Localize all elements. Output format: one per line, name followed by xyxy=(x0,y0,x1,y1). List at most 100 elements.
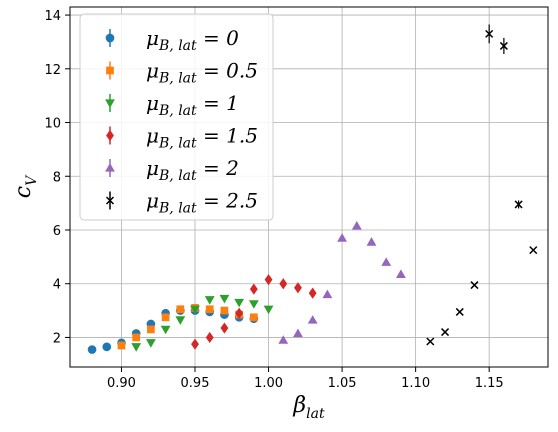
legend-label-sub: B, lat xyxy=(158,38,197,54)
x-axis-title-base: β xyxy=(292,393,306,418)
data-point xyxy=(337,233,347,242)
y-tick-label: 2 xyxy=(53,331,61,346)
error-bars xyxy=(488,24,520,209)
legend-label-value: = 1 xyxy=(197,91,239,115)
x-tick-label: 1.05 xyxy=(328,376,357,391)
x-axis-title-sub: lat xyxy=(306,406,325,422)
legend-marker xyxy=(106,66,114,75)
plot-frame xyxy=(69,6,549,368)
legend-label-base: μ xyxy=(146,156,159,180)
legend-label-value: = 2 xyxy=(197,156,239,180)
data-point xyxy=(191,338,199,350)
data-point xyxy=(396,269,406,278)
data-point xyxy=(204,296,215,305)
data-point xyxy=(117,341,126,350)
x-axis-title: βlat xyxy=(292,393,325,422)
data-point xyxy=(308,287,317,299)
data-point xyxy=(294,282,302,294)
y-ticks: 2 4 6 8 10 12 14 xyxy=(44,9,70,346)
data-point xyxy=(160,325,171,335)
series-3 xyxy=(191,274,317,350)
legend-marker xyxy=(105,99,115,108)
y-tick-label: 4 xyxy=(53,278,61,293)
x-tick-label: 1.15 xyxy=(475,376,504,391)
y-axis-title: cV xyxy=(11,174,40,198)
legend-label-value: = 1.5 xyxy=(197,124,258,148)
legend-label-sub: B, lat xyxy=(158,201,197,217)
legend-label-base: μ xyxy=(146,124,159,148)
legend-label-sub: B, lat xyxy=(158,71,197,87)
y-tick-label: 10 xyxy=(44,117,61,132)
legend-label-sub: B, lat xyxy=(158,136,197,152)
legend-label: μB, lat = 2.5 xyxy=(146,189,258,217)
data-point xyxy=(307,315,318,324)
data-point xyxy=(147,325,155,334)
x-tick-label: 0.90 xyxy=(107,376,136,391)
legend-marker xyxy=(106,129,114,142)
legend-label-base: μ xyxy=(146,189,159,213)
y-axis-title-base: c xyxy=(11,186,36,198)
y-tick-label: 8 xyxy=(53,170,61,185)
x-tick-label: 1.00 xyxy=(254,376,283,391)
series-2 xyxy=(131,294,274,352)
legend: μB, lat = 0μB, lat = 0.5μB, lat = 1μB, l… xyxy=(79,13,274,221)
x-tick-label: 1.10 xyxy=(401,376,430,391)
data-points xyxy=(87,24,538,354)
data-point xyxy=(131,343,142,352)
legend-label-base: μ xyxy=(146,59,159,83)
data-point xyxy=(219,294,230,304)
data-point xyxy=(234,298,245,308)
legend-label-sub: B, lat xyxy=(158,103,197,119)
data-point xyxy=(190,305,200,315)
data-point xyxy=(351,221,362,230)
legend-label-value: = 0 xyxy=(197,26,239,50)
legend-label-base: μ xyxy=(146,91,159,115)
data-point xyxy=(470,281,479,290)
legend-label: μB, lat = 2 xyxy=(146,156,239,184)
data-point xyxy=(102,342,112,352)
y-tick-label: 14 xyxy=(44,9,61,24)
legend-label-base: μ xyxy=(146,26,159,50)
legend-label: μB, lat = 1.5 xyxy=(146,124,258,152)
data-point xyxy=(264,274,273,286)
data-point xyxy=(87,345,97,354)
data-point xyxy=(235,307,244,319)
legend-label-value: = 0.5 xyxy=(197,59,258,83)
legend-label-sub: B, lat xyxy=(158,168,197,184)
data-point xyxy=(293,328,303,338)
data-point xyxy=(455,307,464,316)
data-point xyxy=(322,289,333,299)
y-tick-label: 6 xyxy=(53,224,61,239)
legend-label: μB, lat = 1 xyxy=(146,91,239,119)
data-point xyxy=(263,305,274,315)
data-point xyxy=(161,313,170,322)
data-point xyxy=(175,316,186,325)
data-point xyxy=(176,305,185,314)
legend-marker xyxy=(105,163,115,172)
data-point xyxy=(278,335,289,344)
y-tick-label: 12 xyxy=(44,63,61,78)
data-point xyxy=(205,331,214,344)
data-point xyxy=(426,337,435,346)
data-point xyxy=(145,339,156,348)
legend-box xyxy=(79,13,274,221)
data-point xyxy=(529,246,538,255)
data-point xyxy=(249,283,258,295)
data-point xyxy=(220,322,229,334)
data-point xyxy=(205,305,214,314)
data-point xyxy=(248,300,259,309)
data-point xyxy=(381,257,392,266)
legend-label: μB, lat = 0 xyxy=(146,26,239,54)
data-point xyxy=(441,328,450,337)
legend-marker xyxy=(105,196,115,205)
data-point xyxy=(249,313,258,322)
data-point xyxy=(132,333,141,342)
y-axis-title-sub: V xyxy=(24,174,40,186)
legend-label-value: = 2.5 xyxy=(197,189,258,213)
legend-label: μB, lat = 0.5 xyxy=(146,59,258,87)
series-4 xyxy=(278,221,406,344)
x-ticks: 0.90 0.95 1.00 1.05 1.10 1.15 xyxy=(107,367,504,391)
data-point xyxy=(279,278,288,290)
legend-marker xyxy=(105,33,115,43)
